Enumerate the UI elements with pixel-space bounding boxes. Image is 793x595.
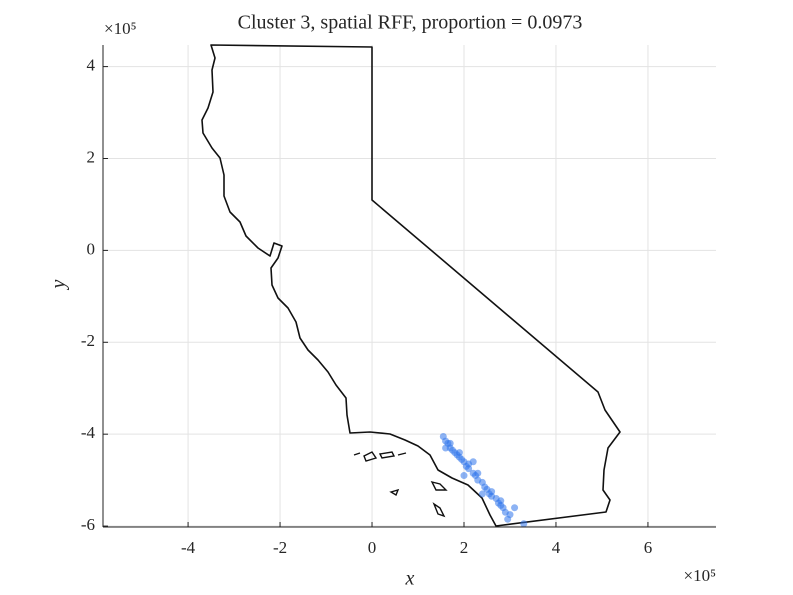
point bbox=[455, 449, 463, 457]
x-tick-label: -4 bbox=[181, 538, 196, 557]
x-tick-label: 2 bbox=[460, 538, 469, 557]
x-tick-label: 6 bbox=[644, 538, 653, 557]
point bbox=[446, 439, 454, 447]
point bbox=[504, 515, 512, 523]
y-tick-label: -4 bbox=[81, 423, 96, 442]
point bbox=[469, 458, 477, 466]
y-tick-label: -6 bbox=[81, 515, 95, 534]
plot-area bbox=[439, 432, 528, 528]
point bbox=[497, 497, 505, 505]
grid bbox=[103, 45, 716, 527]
point bbox=[520, 520, 528, 528]
x-tick-label: 0 bbox=[368, 538, 377, 557]
x-exponent: ×10⁵ bbox=[683, 566, 716, 585]
california-outline bbox=[201, 44, 621, 527]
y-tick-label: 0 bbox=[87, 239, 96, 258]
y-axis-label: y bbox=[48, 279, 70, 290]
point bbox=[511, 504, 519, 512]
point bbox=[478, 490, 486, 498]
y-tick-label: -2 bbox=[81, 331, 95, 350]
point bbox=[442, 444, 450, 452]
y-tick-label: 4 bbox=[87, 56, 96, 75]
point bbox=[460, 472, 468, 480]
y-tick-label: 2 bbox=[87, 147, 96, 166]
x-axis-label: x bbox=[405, 568, 415, 590]
x-tick-label: -2 bbox=[273, 538, 287, 557]
chart-title: Cluster 3, spatial RFF, proportion = 0.0… bbox=[238, 12, 583, 34]
point bbox=[474, 469, 482, 477]
y-exponent: ×10⁵ bbox=[104, 19, 137, 38]
islands bbox=[353, 451, 448, 518]
point bbox=[488, 488, 496, 496]
x-tick-label: 4 bbox=[552, 538, 561, 557]
